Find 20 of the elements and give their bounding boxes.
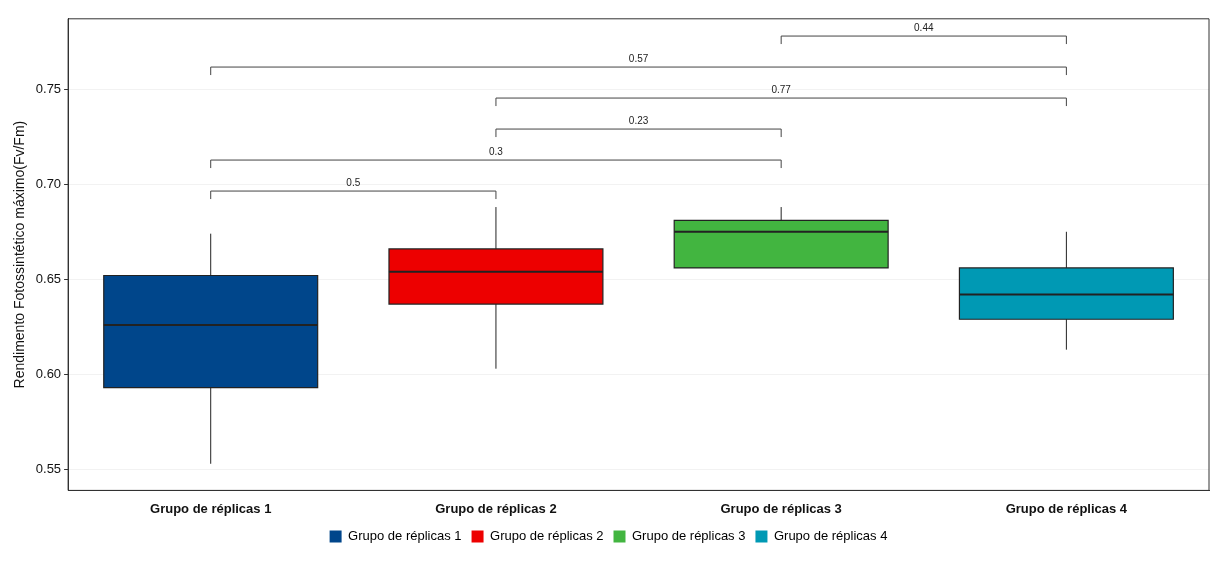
annotation: 0.57 [628,52,649,64]
annotation: 0.23 [628,114,649,126]
annotation: 0.77 [771,83,792,95]
x-tick-label: Grupo de réplicas 3 [720,500,842,516]
y-tick-label: 0.55 [35,461,62,477]
y-tick-label: 0.60 [35,365,62,381]
y-tick-label: 0.65 [35,270,62,286]
legend-label: Grupo de réplicas 2 [490,528,604,544]
x-tick-label: Grupo de réplicas 1 [150,500,272,516]
legend-label: Grupo de réplicas 1 [348,528,462,544]
annotation: 0.5 [346,176,361,188]
legend-label: Grupo de réplicas 4 [773,528,888,544]
legend-label: Grupo de réplicas 3 [632,528,746,544]
y-tick-label: 0.70 [35,175,62,191]
annotation: 0.44 [914,21,934,33]
annotation: 0.3 [488,145,504,157]
y-tick-label: 0.75 [35,80,62,96]
y-axis-title: Rendimento Fotossintético máximo(Fv/Fm) [11,120,28,389]
x-tick-label: Grupo de réplicas 2 [435,500,557,516]
x-tick-label: Grupo de réplicas 4 [1005,500,1128,516]
